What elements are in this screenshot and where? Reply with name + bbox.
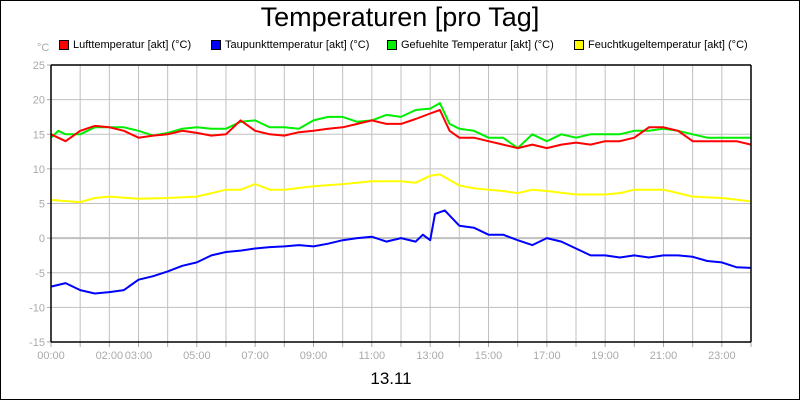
series-line-lufttemperatur	[50, 109, 752, 150]
y-tick-label: -10	[29, 302, 45, 314]
legend-label: Feuchtkugeltemperatur [akt] (°C)	[588, 39, 748, 51]
x-tick-label: 02:00	[96, 350, 124, 362]
x-tick-label: 17:00	[533, 350, 561, 362]
legend-label: Gefuehlte Temperatur [akt] (°C)	[401, 39, 554, 51]
x-tick-label: 23:00	[708, 350, 736, 362]
x-tick-label: 00:00	[37, 350, 65, 362]
legend-label: Lufttemperatur [akt] (°C)	[73, 39, 192, 51]
series-line-feuchtkugeltemperatur	[50, 173, 752, 204]
x-tick-label: 09:00	[300, 350, 328, 362]
legend-item-gefuehlte-temperatur: Gefuehlte Temperatur [akt] (°C)	[387, 39, 554, 51]
x-tick-label: 11:00	[358, 350, 385, 362]
legend-swatch-blue	[211, 40, 221, 50]
legend-swatch-yellow	[574, 40, 584, 50]
legend-item-taupunkttemperatur: Taupunkttemperatur [akt] (°C)	[211, 39, 369, 51]
y-tick-label: 5	[39, 199, 45, 211]
x-tick-label: 05:00	[183, 350, 211, 362]
y-axis-unit: °C	[37, 42, 50, 54]
chart-title: Temperaturen [pro Tag]	[260, 2, 540, 32]
x-axis-date-label: 13.11	[370, 369, 412, 388]
x-tick-label: 03:00	[125, 350, 153, 362]
x-tick-label: 07:00	[241, 350, 269, 362]
legend-label: Taupunkttemperatur [akt] (°C)	[225, 39, 370, 51]
legend-swatch-red	[59, 40, 69, 50]
x-tick-label: 19:00	[591, 350, 619, 362]
legend-item-lufttemperatur: Lufttemperatur [akt] (°C)	[59, 39, 191, 51]
series-line-taupunkttemperatur	[50, 209, 752, 295]
x-tick-label: 15:00	[475, 350, 503, 362]
y-tick-label: -15	[29, 337, 45, 349]
y-tick-label: 25	[33, 60, 45, 72]
legend-item-feuchtkugeltemperatur: Feuchtkugeltemperatur [akt] (°C)	[574, 39, 748, 51]
y-tick-label: -5	[35, 268, 45, 280]
y-tick-label: 15	[33, 129, 45, 141]
y-tick-label: 20	[33, 95, 45, 107]
y-tick-label: 10	[33, 164, 45, 176]
x-tick-label: 21:00	[650, 350, 678, 362]
x-tick-label: 13:00	[416, 350, 444, 362]
legend-swatch-green	[387, 40, 397, 50]
y-tick-label: 0	[39, 233, 45, 245]
